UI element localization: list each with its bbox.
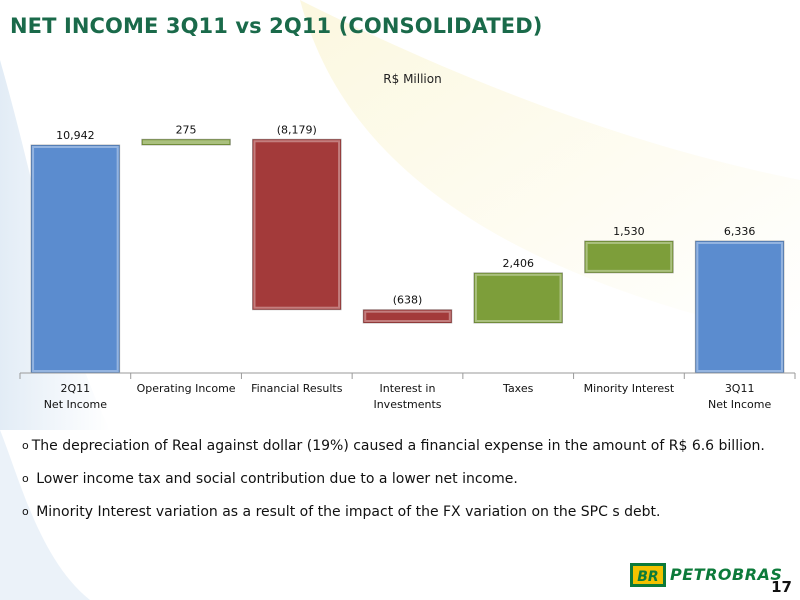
chart-bar (252, 138, 342, 311)
chart-bar (141, 138, 231, 146)
note-text: The depreciation of Real against dollar … (31, 438, 765, 454)
category-label: Financial Results (251, 382, 343, 395)
chart-bar-bevel (696, 241, 783, 372)
category-label: Investments (373, 398, 441, 411)
page-title: NET INCOME 3Q11 vs 2Q11 (CONSOLIDATED) (10, 14, 543, 38)
category-label: Net Income (44, 398, 108, 411)
bullet-icon: o (22, 472, 29, 485)
chart-bar-bevel (585, 241, 673, 272)
chart-bar (362, 309, 453, 324)
chart-bar (30, 144, 121, 374)
page-number: 17 (771, 578, 792, 596)
waterfall-chart: R$ Million 10,942 2Q11 Net Income 275 Operati… (19, 72, 796, 411)
chart-bar-bevel (142, 140, 230, 145)
category-label: Minority Interest (584, 382, 675, 395)
chart-bar-bevel (32, 146, 119, 372)
note-text: Minority Interest variation as a result … (36, 504, 661, 520)
logo-wordmark: PETROBRAS (670, 565, 783, 584)
category-label: Interest in (380, 382, 436, 395)
bars-layer (30, 138, 785, 374)
note-item: o Minority Interest variation as a resul… (22, 502, 792, 535)
data-label: 6,336 (724, 225, 756, 238)
note-item: o Lower income tax and social contributi… (22, 469, 792, 502)
br-logo-icon: BR (630, 563, 666, 587)
bullet-icon: o (22, 505, 29, 518)
data-label: (638) (393, 294, 423, 307)
note-text: Lower income tax and social contribution… (36, 471, 518, 487)
chart-bar (584, 240, 674, 274)
chart-bar-bevel (474, 273, 562, 322)
chart-bar (473, 272, 563, 324)
data-label: (8,179) (277, 123, 317, 136)
chart-bar-bevel (253, 140, 341, 309)
company-logo: BR PETROBRAS (630, 563, 786, 587)
chart-bar (694, 240, 785, 374)
data-label: 1,530 (613, 225, 645, 238)
data-label: 275 (176, 123, 197, 136)
category-label: Net Income (708, 398, 772, 411)
note-item: o The depreciation of Real against dollar… (22, 436, 792, 469)
category-label: Operating Income (137, 382, 236, 395)
bullet-icon: o (22, 439, 29, 452)
data-label: 10,942 (56, 129, 95, 142)
svg-text:BR: BR (637, 569, 658, 585)
category-label: 3Q11 (725, 382, 755, 395)
notes-list: o The depreciation of Real against dollar… (22, 436, 792, 535)
unit-label: R$ Million (383, 72, 441, 86)
category-label: 2Q11 (61, 382, 91, 395)
chart-bar-bevel (364, 310, 451, 322)
category-label: Taxes (502, 382, 534, 395)
data-label: 2,406 (502, 257, 534, 270)
